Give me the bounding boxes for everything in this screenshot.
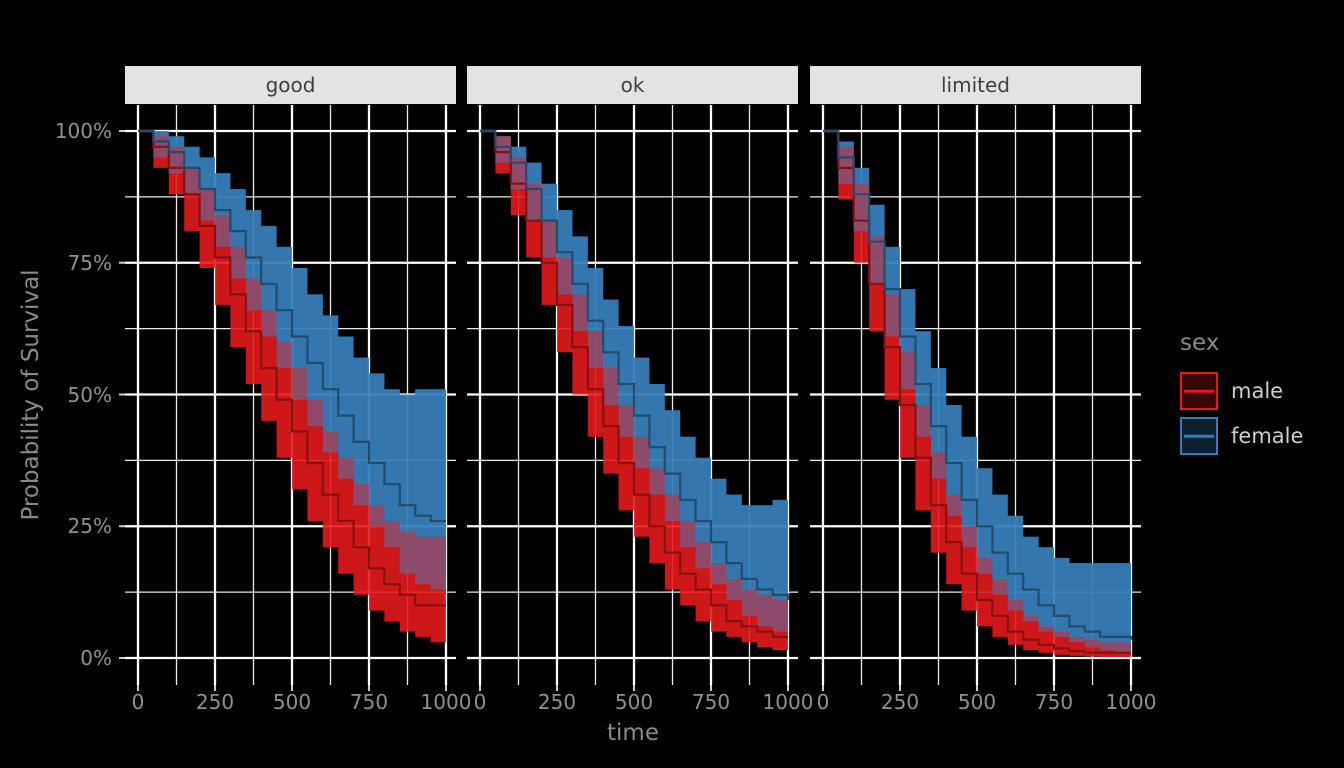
x-tick-label: 500 bbox=[957, 690, 997, 714]
x-tick-label: 750 bbox=[1034, 690, 1074, 714]
x-tick-label: 250 bbox=[195, 690, 235, 714]
legend-title: sex bbox=[1180, 330, 1220, 356]
legend: sex male female bbox=[1180, 330, 1303, 462]
x-axis-title: time bbox=[607, 720, 659, 746]
facet-strip-ok: ok bbox=[467, 66, 798, 104]
legend-entry-female: female bbox=[1180, 417, 1303, 455]
x-tick-label: 1000 bbox=[420, 690, 472, 714]
y-tick-label: 75% bbox=[67, 250, 112, 275]
legend-label-male: male bbox=[1231, 379, 1284, 403]
legend-key-line bbox=[1184, 434, 1214, 438]
facet-plot-area bbox=[125, 105, 456, 685]
legend-key-line bbox=[1184, 389, 1214, 393]
facet-strip-good: good bbox=[125, 66, 456, 104]
x-tick-label: 0 bbox=[131, 690, 145, 714]
facet-strip-label: limited bbox=[941, 73, 1010, 97]
y-tick-label: 0% bbox=[80, 646, 112, 670]
facet-panel-good bbox=[125, 105, 456, 685]
legend-entry-male: male bbox=[1180, 372, 1303, 410]
facet-strip-limited: limited bbox=[810, 66, 1141, 104]
x-tick-label: 1000 bbox=[762, 690, 814, 714]
x-tick-label: 250 bbox=[537, 690, 577, 714]
y-tick-label: 50% bbox=[67, 382, 112, 407]
facet-strip-label: good bbox=[265, 73, 316, 97]
x-tick-label: 750 bbox=[691, 690, 731, 714]
legend-label-female: female bbox=[1231, 424, 1304, 448]
facet-panel-ok bbox=[467, 105, 798, 685]
y-tick-label: 25% bbox=[67, 514, 112, 539]
facet-strip-label: ok bbox=[620, 73, 645, 97]
x-tick-label: 250 bbox=[880, 690, 920, 714]
legend-key-1 bbox=[1180, 417, 1218, 455]
facet-plot-area bbox=[810, 105, 1141, 685]
x-tick-label: 500 bbox=[614, 690, 654, 714]
x-tick-label: 500 bbox=[272, 690, 312, 714]
legend-key-0 bbox=[1180, 372, 1218, 410]
x-tick-label: 0 bbox=[816, 690, 830, 714]
y-tick-label: 100% bbox=[54, 119, 112, 143]
x-tick-label: 1000 bbox=[1105, 690, 1157, 714]
facet-plot-area bbox=[467, 105, 798, 685]
x-tick-label: 750 bbox=[349, 690, 389, 714]
x-tick-label: 0 bbox=[473, 690, 487, 714]
facet-panel-limited bbox=[810, 105, 1141, 685]
